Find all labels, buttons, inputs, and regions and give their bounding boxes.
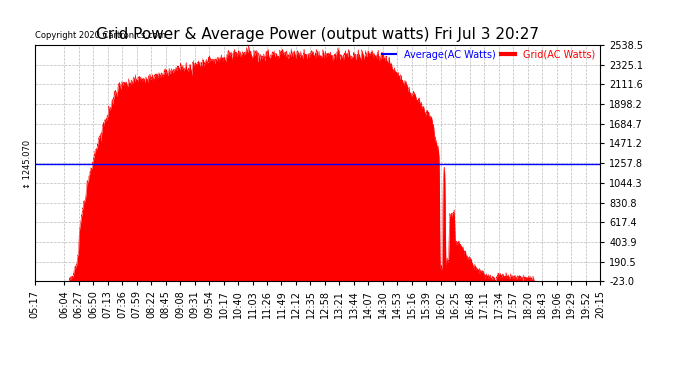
Text: Copyright 2020 Cartronics.com: Copyright 2020 Cartronics.com xyxy=(34,32,166,40)
Text: ↕ 1245.070: ↕ 1245.070 xyxy=(23,140,32,189)
Legend: Average(AC Watts), Grid(AC Watts): Average(AC Watts), Grid(AC Watts) xyxy=(382,50,595,60)
Title: Grid Power & Average Power (output watts) Fri Jul 3 20:27: Grid Power & Average Power (output watts… xyxy=(96,27,539,42)
